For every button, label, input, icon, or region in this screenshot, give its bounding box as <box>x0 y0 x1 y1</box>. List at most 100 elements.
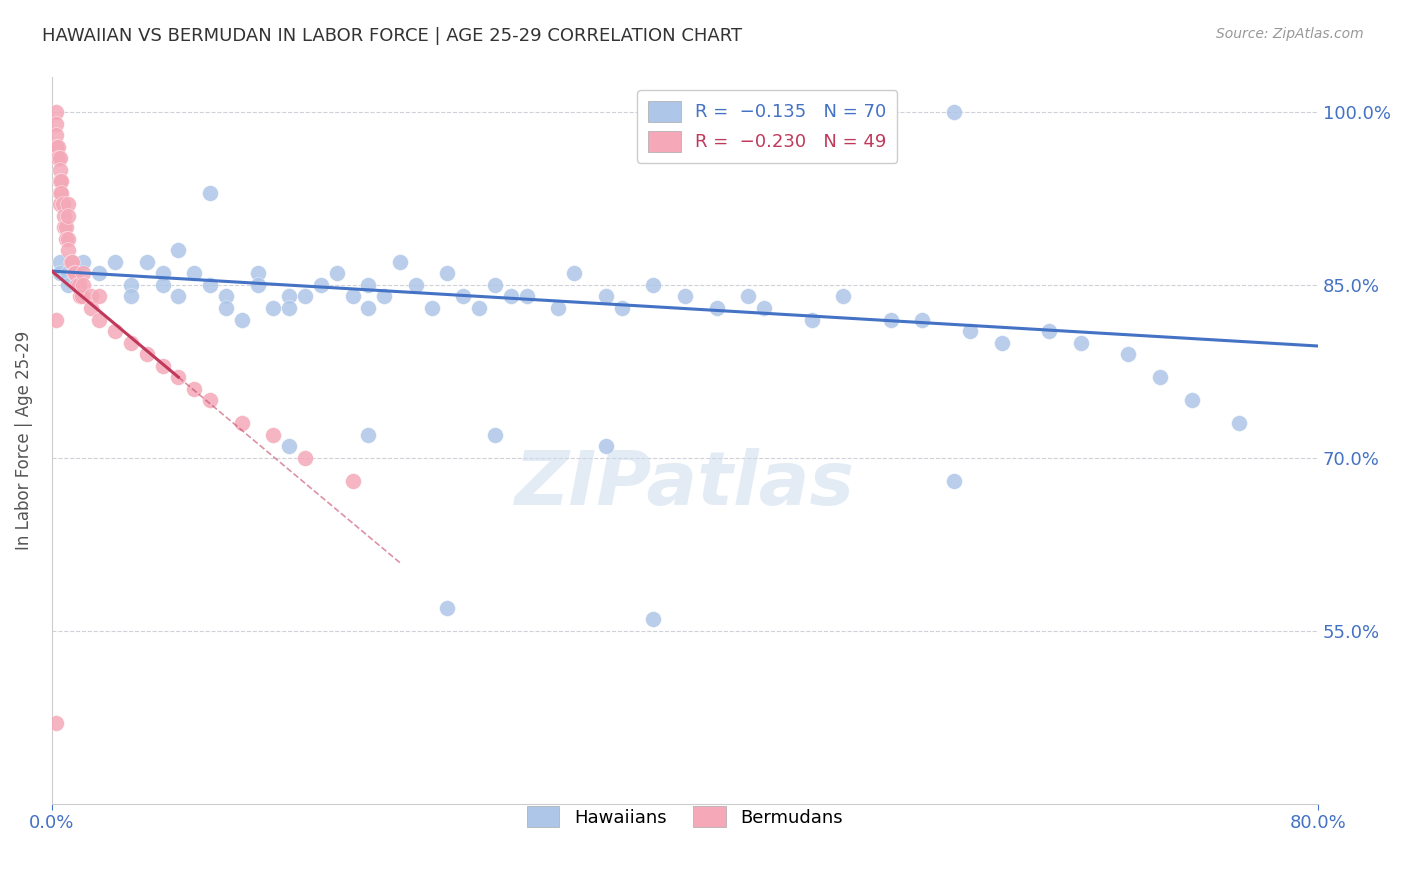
Point <box>72 267 94 281</box>
Point <box>56 267 79 281</box>
Point <box>1149 370 1171 384</box>
Point <box>72 255 94 269</box>
Point <box>405 277 427 292</box>
Point <box>56 197 79 211</box>
Point <box>60 255 83 269</box>
Point <box>246 277 269 292</box>
Point <box>453 289 475 303</box>
Text: ZIPatlas: ZIPatlas <box>515 448 855 521</box>
Point <box>69 289 91 303</box>
Y-axis label: In Labor Force | Age 25-29: In Labor Force | Age 25-29 <box>15 331 32 550</box>
Point <box>52 197 75 211</box>
Point <box>152 277 174 292</box>
Point <box>832 289 855 303</box>
Point <box>388 255 411 269</box>
Point <box>89 312 111 326</box>
Point <box>547 301 569 315</box>
Point <box>215 289 238 303</box>
Point <box>56 232 79 246</box>
Point <box>231 312 253 326</box>
Point <box>499 289 522 303</box>
Point <box>990 335 1012 350</box>
Point <box>643 277 665 292</box>
Point <box>59 255 82 269</box>
Point <box>56 244 79 258</box>
Point <box>45 128 67 142</box>
Point <box>1038 324 1060 338</box>
Point <box>55 232 77 246</box>
Point <box>643 612 665 626</box>
Point <box>278 439 301 453</box>
Point <box>959 324 981 338</box>
Point <box>120 289 142 303</box>
Point <box>63 267 86 281</box>
Point <box>53 220 76 235</box>
Point <box>104 324 127 338</box>
Point <box>911 312 934 326</box>
Point <box>135 255 157 269</box>
Point <box>89 267 111 281</box>
Point <box>67 277 90 292</box>
Point <box>135 347 157 361</box>
Point <box>278 289 301 303</box>
Point <box>215 301 238 315</box>
Point <box>80 301 103 315</box>
Point <box>673 289 696 303</box>
Text: Source: ZipAtlas.com: Source: ZipAtlas.com <box>1216 27 1364 41</box>
Point <box>516 289 538 303</box>
Point <box>484 277 506 292</box>
Point <box>45 117 67 131</box>
Point <box>120 335 142 350</box>
Point <box>484 427 506 442</box>
Point <box>55 220 77 235</box>
Point <box>183 382 205 396</box>
Point <box>46 151 69 165</box>
Point <box>436 600 458 615</box>
Point <box>468 301 491 315</box>
Point <box>198 393 221 408</box>
Point <box>373 289 395 303</box>
Point <box>104 255 127 269</box>
Point <box>48 162 70 177</box>
Point <box>80 289 103 303</box>
Point <box>167 370 190 384</box>
Point <box>53 209 76 223</box>
Point <box>51 186 73 200</box>
Point <box>183 267 205 281</box>
Point <box>294 289 316 303</box>
Point <box>357 301 380 315</box>
Point <box>737 289 759 303</box>
Point <box>294 450 316 465</box>
Point <box>262 301 284 315</box>
Point <box>262 427 284 442</box>
Point <box>342 474 364 488</box>
Point <box>357 277 380 292</box>
Point <box>167 244 190 258</box>
Point <box>246 267 269 281</box>
Point <box>46 139 69 153</box>
Point <box>56 209 79 223</box>
Point <box>152 267 174 281</box>
Point <box>420 301 443 315</box>
Text: HAWAIIAN VS BERMUDAN IN LABOR FORCE | AGE 25-29 CORRELATION CHART: HAWAIIAN VS BERMUDAN IN LABOR FORCE | AG… <box>42 27 742 45</box>
Point <box>45 715 67 730</box>
Point <box>752 301 775 315</box>
Point <box>309 277 332 292</box>
Point <box>48 267 70 281</box>
Point <box>66 277 89 292</box>
Point <box>595 439 617 453</box>
Point <box>48 255 70 269</box>
Point <box>595 289 617 303</box>
Point <box>706 301 728 315</box>
Point <box>56 277 79 292</box>
Point <box>943 105 966 120</box>
Point <box>48 174 70 188</box>
Point <box>120 277 142 292</box>
Point <box>198 277 221 292</box>
Point <box>70 289 93 303</box>
Point <box>198 186 221 200</box>
Point <box>45 105 67 120</box>
Point <box>48 151 70 165</box>
Point <box>72 277 94 292</box>
Point <box>48 197 70 211</box>
